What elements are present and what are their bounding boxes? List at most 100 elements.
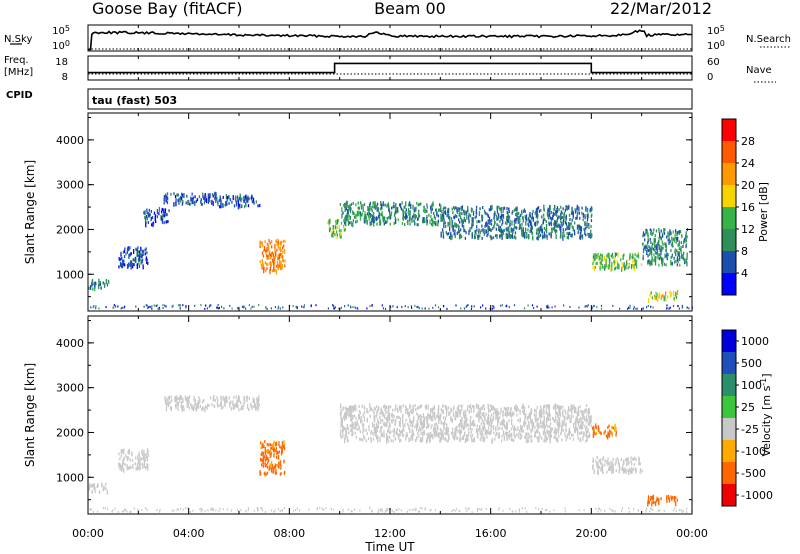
data-cell	[515, 213, 517, 217]
data-cell	[417, 216, 419, 220]
data-cell	[440, 408, 442, 412]
data-cell	[455, 429, 457, 433]
data-cell	[629, 304, 631, 307]
data-cell	[444, 210, 446, 214]
data-cell	[273, 452, 275, 458]
data-cell	[587, 409, 589, 413]
data-cell	[375, 431, 377, 435]
data-cell	[548, 411, 550, 416]
data-cell	[406, 510, 408, 513]
data-cell	[400, 405, 402, 409]
data-cell	[673, 237, 675, 243]
data-cell	[277, 240, 279, 246]
data-cell	[140, 258, 142, 262]
data-cell	[391, 509, 393, 512]
data-cell	[163, 208, 165, 214]
data-cell	[489, 228, 491, 232]
data-cell	[411, 434, 414, 440]
data-cell	[263, 451, 265, 455]
data-cell	[442, 410, 444, 414]
data-cell	[467, 507, 469, 510]
data-cell	[536, 406, 538, 410]
data-cell	[359, 509, 361, 512]
data-cell	[570, 417, 572, 423]
data-cell	[674, 250, 676, 254]
data-cell	[372, 201, 374, 205]
data-cell	[398, 508, 400, 511]
data-cell	[383, 415, 386, 419]
data-cell	[283, 440, 285, 446]
data-cell	[626, 460, 628, 466]
data-cell	[479, 234, 481, 238]
data-cell	[127, 450, 129, 454]
data-cell	[586, 225, 588, 229]
data-cell	[281, 253, 283, 256]
data-cell	[185, 201, 187, 205]
data-cell	[315, 304, 317, 307]
data-cell	[280, 472, 282, 476]
data-cell	[655, 244, 657, 249]
data-cell	[477, 236, 479, 240]
data-cell	[183, 193, 185, 198]
data-cell	[279, 307, 281, 310]
data-cell	[675, 238, 677, 244]
data-cell	[476, 225, 478, 229]
data-cell	[455, 224, 458, 227]
data-cell	[509, 412, 511, 416]
data-cell	[592, 427, 594, 431]
data-cell	[332, 304, 334, 307]
data-cell	[245, 201, 247, 205]
data-cell	[373, 220, 375, 224]
colorbar-frame	[721, 329, 737, 507]
data-cell	[532, 209, 534, 213]
data-cell	[583, 431, 585, 437]
data-cell	[279, 246, 282, 252]
data-cell	[128, 247, 130, 251]
data-cell	[367, 213, 369, 217]
data-cell	[564, 415, 566, 421]
data-cell	[543, 420, 545, 424]
data-cell	[666, 500, 668, 504]
data-cell	[416, 406, 419, 410]
data-cell	[485, 508, 487, 511]
data-cell	[506, 407, 508, 411]
data-cell	[631, 263, 634, 267]
data-cell	[541, 224, 543, 229]
data-cell	[400, 509, 402, 512]
data-cell	[552, 406, 555, 410]
data-cell	[354, 404, 356, 408]
data-cell	[340, 306, 342, 309]
data-cell	[205, 304, 207, 307]
data-cell	[489, 219, 491, 223]
data-cell	[136, 248, 138, 254]
data-cell	[419, 202, 421, 206]
data-cell	[637, 253, 640, 259]
data-cell	[158, 212, 160, 216]
data-cell	[528, 234, 530, 239]
data-cell	[145, 453, 147, 459]
data-cell	[211, 193, 214, 196]
data-cell	[676, 263, 678, 267]
data-cell	[140, 248, 142, 252]
data-cell	[476, 432, 479, 438]
data-cell	[651, 296, 653, 300]
data-cell	[460, 205, 462, 209]
data-cell	[544, 436, 546, 439]
data-cell	[424, 508, 426, 511]
data-cell	[496, 206, 498, 210]
data-cell	[663, 296, 665, 302]
data-cell	[453, 232, 455, 236]
data-cell	[612, 467, 614, 473]
data-cell	[672, 496, 674, 500]
data-cell	[336, 233, 338, 237]
data-cell	[543, 423, 545, 426]
data-cell	[91, 490, 93, 494]
data-cell	[671, 496, 673, 500]
data-cell	[265, 251, 267, 255]
data-cell	[638, 458, 640, 464]
data-cell	[490, 205, 492, 209]
data-cell	[122, 259, 124, 263]
data-cell	[165, 406, 168, 412]
data-cell	[610, 460, 612, 466]
data-cell	[516, 413, 518, 417]
